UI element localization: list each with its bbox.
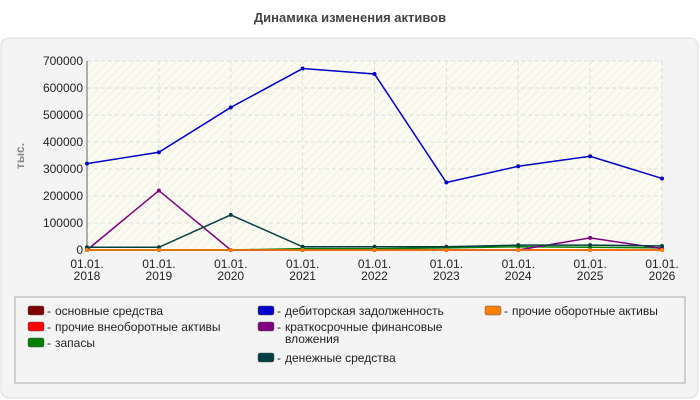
- point: [588, 235, 593, 240]
- x-tick-label: 01.01. 2022: [358, 257, 391, 283]
- point: [156, 248, 161, 252]
- point: [372, 71, 377, 76]
- legend-dash: -: [277, 304, 281, 318]
- point: [156, 188, 161, 193]
- legend-label: запасы: [55, 336, 95, 350]
- point: [660, 248, 664, 252]
- point: [85, 161, 89, 166]
- legend-label: денежные средства: [285, 351, 396, 365]
- point: [588, 248, 593, 252]
- x-tick-label: 01.01. 2018: [70, 257, 103, 283]
- point: [228, 212, 233, 217]
- legend-dash: -: [277, 351, 281, 365]
- legend-label: прочие оборотные активы: [512, 304, 658, 318]
- x-tick-label: 01.01. 2024: [502, 257, 535, 283]
- x-tick-label: 01.01. 2020: [214, 257, 247, 283]
- y-axis-label: тыс.: [13, 143, 27, 169]
- y-tick-label: 0: [76, 243, 83, 257]
- x-tick-label: 01.01. 2023: [430, 257, 463, 283]
- legend-dash: -: [277, 320, 281, 334]
- point: [300, 66, 305, 71]
- legend-swatch: [257, 305, 275, 316]
- point: [300, 248, 305, 252]
- point: [660, 176, 664, 181]
- legend-dash: -: [504, 304, 508, 318]
- legend-swatch: [27, 321, 45, 332]
- y-tick-label: 700000: [43, 54, 83, 68]
- y-tick-label: 500000: [43, 108, 83, 122]
- point: [588, 154, 593, 159]
- legend-label: краткосрочные финансовые вложения: [285, 320, 443, 346]
- point: [300, 244, 305, 249]
- point: [372, 248, 377, 252]
- legend-swatch: [484, 305, 502, 316]
- point: [516, 243, 521, 248]
- y-tick-label: 200000: [43, 189, 83, 203]
- legend-label: основные средства: [55, 304, 163, 318]
- legend-swatch: [27, 305, 45, 316]
- y-tick-label: 300000: [43, 162, 83, 176]
- x-tick-label: 01.01. 2026: [645, 257, 678, 283]
- y-tick-label: 600000: [43, 81, 83, 95]
- point: [588, 243, 593, 248]
- y-tick-label: 400000: [43, 135, 83, 149]
- point: [444, 248, 449, 252]
- point: [156, 150, 161, 155]
- y-tick-label: 100000: [43, 216, 83, 230]
- point: [444, 244, 449, 249]
- legend-swatch: [257, 352, 275, 363]
- legend-dash: -: [47, 320, 51, 334]
- point: [85, 248, 89, 252]
- legend-dash: -: [47, 336, 51, 350]
- legend-swatch: [27, 337, 45, 348]
- point: [372, 244, 377, 249]
- point: [444, 180, 449, 185]
- x-tick-label: 01.01. 2021: [286, 257, 319, 283]
- point: [228, 248, 233, 252]
- point: [660, 243, 664, 248]
- point: [516, 248, 521, 252]
- legend-label: прочие внеоборотные активы: [55, 320, 221, 334]
- point: [228, 105, 233, 110]
- x-tick-label: 01.01. 2025: [573, 257, 606, 283]
- chart-title: Динамика изменения активов: [254, 10, 446, 25]
- legend: [14, 296, 686, 384]
- legend-dash: -: [47, 304, 51, 318]
- x-tick-label: 01.01. 2019: [142, 257, 175, 283]
- legend-swatch: [257, 321, 275, 332]
- point: [516, 164, 521, 169]
- legend-label: дебиторская задолженность: [285, 304, 444, 318]
